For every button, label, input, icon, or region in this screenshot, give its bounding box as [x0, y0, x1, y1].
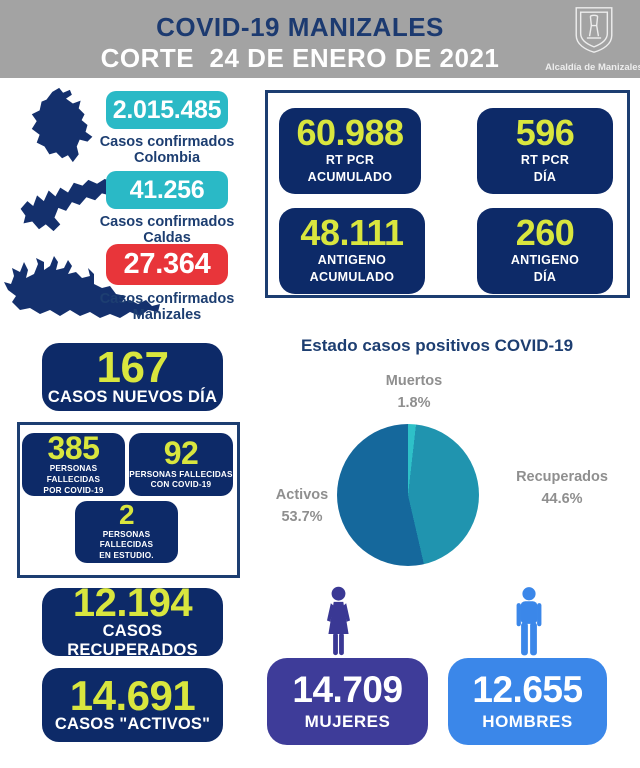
deaths-with-covid-label: PERSONAS FALLECIDAS CON COVID-19 [129, 470, 232, 491]
deaths-by-covid-value: 385 [47, 429, 100, 466]
colombia-confirmed-label: Casos confirmados Colombia [88, 134, 246, 167]
report-date: CORTE 24 DE ENERO DE 2021 [100, 43, 500, 73]
label-line-2: Colombia [133, 149, 201, 166]
label-line-1: PERSONAS FALLECIDAS [129, 469, 233, 479]
rtpcr-accumulated-value: 60.988 [296, 112, 404, 154]
deaths-under-study-label: PERSONAS FALLECIDAS EN ESTUDIO. [75, 530, 178, 562]
label-line-2: DÍA [533, 270, 557, 285]
deaths-with-covid-box: 92 PERSONAS FALLECIDAS CON COVID-19 [129, 433, 233, 496]
label-line-2: ACUMULADO [307, 170, 393, 185]
active-label: CASOS "ACTIVOS" [54, 715, 211, 734]
caldas-confirmed-label: Casos confirmados Caldas [88, 214, 246, 247]
antigen-accumulated-value: 48.111 [300, 212, 404, 254]
rtpcr-day-box: 596 RT PCR DÍA [477, 108, 613, 194]
label-line-2: EN ESTUDIO. [99, 551, 154, 561]
recovered-value: 12.194 [72, 581, 193, 625]
antigen-accumulated-box: 48.111 ANTIGENO ACUMULADO [279, 208, 425, 294]
new-cases-label: CASOS NUEVOS DÍA [47, 388, 218, 407]
manizales-confirmed-value: 27.364 [106, 244, 228, 285]
slice-pct: 1.8% [397, 394, 431, 411]
colombia-confirmed-value: 2.015.485 [106, 91, 228, 129]
label-line-2: Caldas [143, 229, 191, 246]
antigen-day-label: ANTIGENO DÍA [511, 252, 579, 286]
deaths-by-covid-label: PERSONAS FALLECIDAS POR COVID-19 [22, 464, 125, 496]
label-line-1: RT PCR [520, 153, 570, 168]
slice-pct: 44.6% [541, 490, 583, 507]
label-line-2: ACUMULADO [309, 270, 395, 285]
slice-name: Muertos [385, 373, 443, 389]
pie-label-recuperados: Recuperados 44.6% [503, 467, 621, 511]
antigen-day-box: 260 ANTIGENO DÍA [477, 208, 613, 294]
label-line-1: RT PCR [325, 153, 375, 168]
pie-label-muertos: Muertos 1.8% [364, 371, 464, 415]
women-box: 14.709 MUJERES [267, 658, 428, 745]
rtpcr-accumulated-box: 60.988 RT PCR ACUMULADO [279, 108, 421, 194]
deaths-under-study-box: 2 PERSONAS FALLECIDAS EN ESTUDIO. [75, 501, 178, 563]
manizales-map [2, 250, 162, 338]
logo-caption: Alcaldía de Manizales [545, 62, 640, 73]
rtpcr-day-value: 596 [515, 112, 575, 154]
label-line-1: ANTIGENO [317, 253, 387, 268]
rtpcr-accumulated-label: RT PCR ACUMULADO [308, 152, 393, 186]
women-value: 14.709 [292, 669, 403, 711]
colombia-map [16, 84, 116, 168]
deaths-with-covid-value: 92 [163, 435, 199, 472]
label-line-1: Casos confirmados [99, 214, 235, 230]
slice-name: Recuperados [516, 469, 608, 485]
women-label: MUJERES [304, 711, 391, 731]
slice-pct: 53.7% [281, 508, 323, 525]
deaths-by-covid-box: 385 PERSONAS FALLECIDAS POR COVID-19 [22, 429, 125, 496]
manizales-confirmed-label: Casos confirmados Manizales [88, 291, 246, 324]
label-line-2: POR COVID-19 [43, 485, 104, 495]
pie-chart-title: Estado casos positivos COVID-19 [300, 336, 574, 355]
label-line-1: PERSONAS FALLECIDAS [99, 529, 154, 550]
woman-icon [319, 586, 358, 657]
men-box: 12.655 HOMBRES [448, 658, 607, 745]
slice-name: Activos [275, 487, 329, 503]
page-title: COVID-19 MANIZALES [156, 12, 444, 42]
crest-icon [574, 6, 614, 59]
active-box: 14.691 CASOS "ACTIVOS" [42, 668, 223, 742]
label-line-1: Casos confirmados [99, 134, 235, 150]
man-icon [513, 586, 545, 657]
men-value: 12.655 [472, 669, 583, 711]
rtpcr-day-label: RT PCR DÍA [521, 152, 569, 186]
city-logo: Alcaldía de Manizales [545, 6, 640, 73]
new-cases-box: 167 CASOS NUEVOS DÍA [42, 343, 223, 411]
label-line-2: DÍA [533, 170, 557, 185]
label-line-1: Casos confirmados [99, 291, 235, 307]
pie-label-activos: Activos 53.7% [256, 485, 348, 529]
active-value: 14.691 [69, 671, 196, 719]
antigen-day-value: 260 [515, 212, 575, 254]
label-line-2: CON COVID-19 [150, 480, 212, 490]
men-label: HOMBRES [482, 711, 573, 731]
pie-chart [337, 424, 479, 566]
label-line-2: Manizales [132, 306, 202, 323]
header-banner: COVID-19 MANIZALES CORTE 24 DE ENERO DE … [0, 0, 640, 78]
new-cases-value: 167 [96, 342, 169, 392]
label-line-1: ANTIGENO [510, 253, 580, 268]
deaths-under-study-value: 2 [118, 499, 135, 531]
caldas-confirmed-value: 41.256 [106, 171, 228, 209]
recovered-label: CASOS RECUPERADOS [67, 622, 198, 659]
label-line-1: PERSONAS FALLECIDAS [46, 464, 101, 484]
recovered-box: 12.194 CASOS RECUPERADOS [42, 583, 223, 659]
antigen-accumulated-label: ANTIGENO ACUMULADO [310, 252, 395, 286]
caldas-map [14, 176, 124, 236]
